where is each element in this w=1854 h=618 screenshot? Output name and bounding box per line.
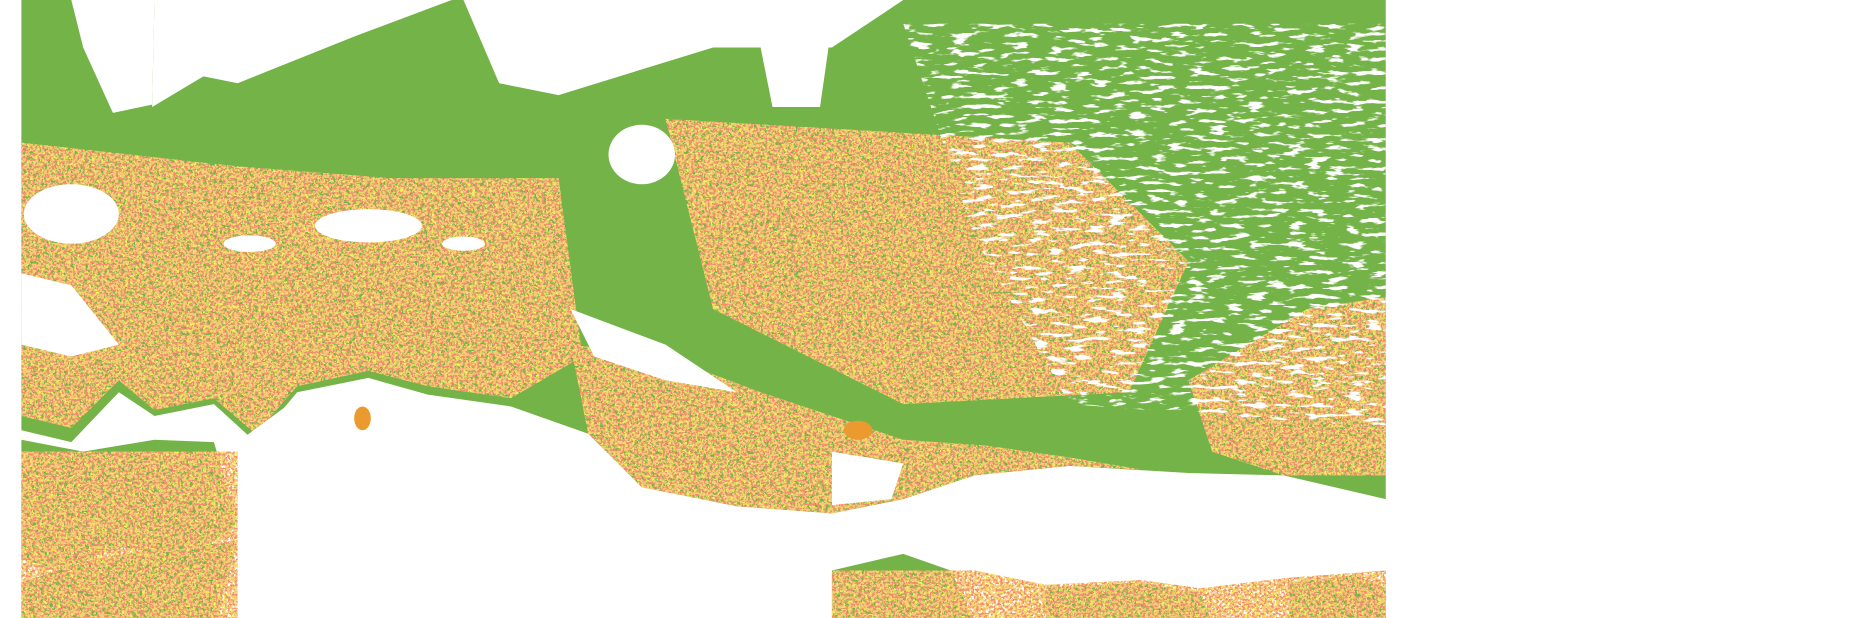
- cloud-east-streaks: [903, 23, 1386, 428]
- cloud-northwest: [71, 0, 155, 113]
- cloud-northcentral: [463, 0, 904, 96]
- cloud-river: [570, 309, 737, 393]
- small-island: [354, 406, 371, 431]
- cloud-center: [608, 124, 676, 185]
- cloud-west-shore: [23, 184, 119, 244]
- no-data-cloud-layer: [21, 0, 1386, 618]
- lake-3: [442, 236, 485, 251]
- sea: [237, 386, 1386, 618]
- lake-1: [314, 209, 422, 243]
- cloud-south-coast: [831, 451, 904, 506]
- small-islet: [843, 420, 873, 440]
- west-dry-zone-red: [21, 142, 583, 434]
- cloud-west-edge: [21, 273, 119, 357]
- cloud-north-2: [760, 23, 832, 107]
- cloud-north: [178, 0, 452, 84]
- lake-2: [223, 235, 276, 252]
